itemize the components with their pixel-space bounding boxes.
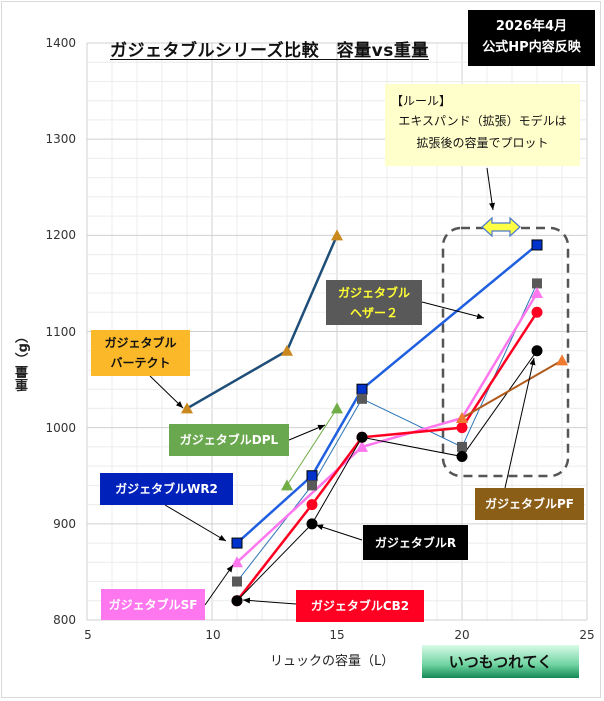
label-vertekt-line1: ガジェタブル (104, 336, 177, 350)
label-r: ガジェタブルR (363, 525, 468, 560)
date-badge-line2: 公式HP内容反映 (482, 40, 581, 55)
x-axis-label: リュックの容量（L） (270, 654, 395, 669)
date-badge-line1: 2026年4月 (495, 19, 568, 34)
y-tick-1000: 1000 (45, 421, 76, 435)
x-tick-10: 10 (205, 628, 221, 642)
label-dpl: ガジェタブルDPL (169, 424, 289, 456)
y-tick-800: 800 (53, 613, 76, 627)
label-vertekt-line2: バーテクト (110, 356, 171, 370)
y-tick-900: 900 (53, 517, 76, 531)
x-tick-5: 5 (84, 628, 92, 642)
y-tick-1100: 1100 (45, 325, 76, 339)
label-wr2: ガジェタブルWR2 (100, 473, 233, 505)
label-heather2-line1: ガジェタブル (337, 285, 410, 300)
y-tick-1400: 1400 (45, 36, 76, 50)
y-tick-1200: 1200 (45, 228, 76, 242)
label-vertekt: ガジェタブル バーテクト (91, 330, 190, 376)
label-heather2-line2: ヘザー２ (349, 305, 398, 320)
rule-note: 【ルール】 エキスパンド（拡張）モデルは 拡張後の容量でプロット (385, 84, 580, 166)
rule-head: 【ルール】 (391, 94, 452, 108)
y-axis-label: 重量（g） (16, 330, 31, 392)
date-badge: 2026年4月 公式HP内容反映 (468, 10, 595, 66)
x-tick-25: 25 (579, 628, 595, 642)
label-cb2: ガジェタブルCB2 (296, 590, 424, 622)
label-heather2: ガジェタブル ヘザー２ (326, 280, 422, 325)
brand-banner: いつもつれてく (422, 645, 579, 678)
chart-title: ガジェタブルシリーズ比較 容量vs重量 (110, 41, 429, 61)
y-tick-1300: 1300 (45, 132, 76, 146)
label-sf: ガジェタブルSF (101, 589, 205, 620)
x-tick-15: 15 (329, 628, 345, 642)
rule-line1: エキスパンド（拡張）モデルは (398, 114, 567, 128)
rule-line2: 拡張後の容量でプロット (416, 136, 549, 150)
x-tick-20: 20 (454, 628, 470, 642)
label-pf: ガジェタブルPF (475, 488, 584, 520)
